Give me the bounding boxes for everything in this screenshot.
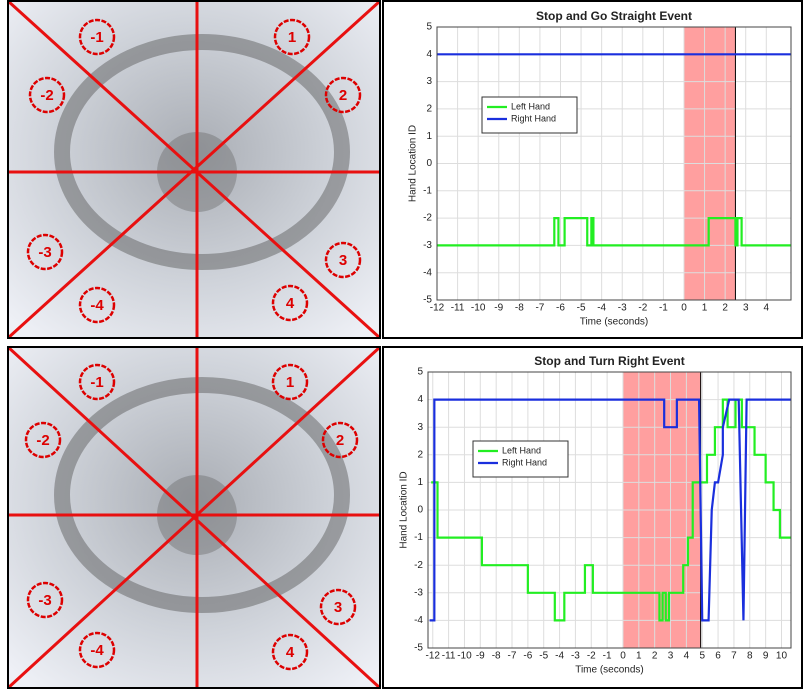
x-tick-label: -12	[430, 303, 445, 314]
x-tick-label: -12	[426, 651, 441, 662]
x-tick-label: 0	[620, 651, 626, 662]
x-tick-label: -4	[555, 651, 564, 662]
y-tick-label: 1	[426, 131, 432, 142]
x-tick-label: -1	[659, 303, 668, 314]
y-tick-label: -4	[414, 615, 423, 626]
x-tick-label: -4	[597, 303, 606, 314]
zone-label: 3	[339, 252, 347, 269]
zone-label: -1	[90, 29, 103, 46]
x-tick-label: 0	[681, 303, 687, 314]
x-tick-label: 1	[702, 303, 708, 314]
y-tick-label: -4	[423, 267, 432, 278]
zone-label: -2	[36, 432, 49, 449]
zone-label: -4	[90, 642, 104, 659]
x-tick-label: -6	[556, 303, 565, 314]
x-tick-label: -5	[539, 651, 548, 662]
x-tick-label: -10	[471, 303, 486, 314]
y-tick-label: 0	[417, 505, 423, 516]
y-tick-label: -3	[423, 240, 432, 251]
legend-label: Left Hand	[502, 445, 541, 455]
x-tick-label: -8	[492, 651, 501, 662]
x-tick-label: 4	[684, 651, 690, 662]
y-tick-label: 2	[417, 449, 423, 460]
y-tick-label: 0	[426, 158, 432, 169]
x-tick-label: -1	[603, 651, 612, 662]
x-tick-label: -9	[476, 651, 485, 662]
x-tick-label: 5	[699, 651, 705, 662]
zone-label: 1	[288, 29, 296, 46]
x-tick-label: -7	[508, 651, 517, 662]
x-tick-label: -2	[638, 303, 647, 314]
x-tick-label: 10	[776, 651, 788, 662]
x-tick-label: 3	[668, 651, 674, 662]
x-tick-label: -11	[442, 651, 456, 662]
y-tick-label: 1	[417, 477, 423, 488]
y-tick-label: -1	[423, 185, 432, 196]
x-tick-label: 2	[722, 303, 728, 314]
y-tick-label: 5	[426, 22, 432, 33]
y-tick-label: 4	[417, 394, 423, 405]
zone-label: -2	[40, 87, 53, 104]
zone-label: -3	[38, 244, 51, 261]
y-axis-label: Hand Location ID	[408, 125, 419, 202]
y-tick-label: 3	[417, 422, 423, 433]
chart-title: Stop and Go Straight Event	[536, 9, 692, 23]
x-tick-label: -3	[571, 651, 580, 662]
x-tick-label: 3	[743, 303, 749, 314]
y-tick-label: -1	[414, 532, 423, 543]
x-tick-label: -5	[577, 303, 586, 314]
zone-label: -3	[38, 592, 51, 609]
y-tick-label: -3	[414, 587, 423, 598]
x-tick-label: -7	[535, 303, 544, 314]
legend-label: Right Hand	[511, 113, 556, 123]
zone-label: 4	[286, 295, 295, 312]
x-tick-label: -11	[451, 303, 465, 314]
zone-label: 1	[286, 374, 294, 391]
y-tick-label: 2	[426, 104, 432, 115]
legend-label: Left Hand	[511, 101, 550, 111]
x-tick-label: 2	[652, 651, 658, 662]
chart-title: Stop and Turn Right Event	[534, 354, 684, 368]
y-tick-label: 3	[426, 76, 432, 87]
zone-label: 2	[336, 432, 344, 449]
x-tick-label: -2	[587, 651, 596, 662]
figure: -11-22-33-44-11-22-33-44-12-11-10-9-8-7-…	[0, 0, 804, 692]
x-tick-label: -6	[523, 651, 532, 662]
x-tick-label: 6	[715, 651, 721, 662]
y-tick-label: -2	[414, 560, 423, 571]
x-tick-label: -8	[515, 303, 524, 314]
y-tick-label: -5	[423, 295, 432, 306]
zone-label: 3	[334, 599, 342, 616]
y-axis-label: Hand Location ID	[399, 471, 410, 548]
y-tick-label: -5	[414, 643, 423, 654]
zone-label: 2	[339, 87, 347, 104]
x-tick-label: 8	[747, 651, 753, 662]
x-axis-label: Time (seconds)	[580, 317, 649, 328]
y-tick-label: 5	[417, 367, 423, 378]
x-tick-label: 9	[763, 651, 769, 662]
zone-label: 4	[286, 644, 295, 661]
x-tick-label: -9	[494, 303, 503, 314]
x-tick-label: 7	[731, 651, 737, 662]
legend-label: Right Hand	[502, 457, 547, 467]
zone-label: -4	[90, 297, 104, 314]
x-tick-label: -3	[618, 303, 627, 314]
zone-label: -1	[90, 374, 103, 391]
x-axis-label: Time (seconds)	[575, 665, 644, 676]
y-tick-label: 4	[426, 49, 432, 60]
x-tick-label: -10	[457, 651, 472, 662]
x-tick-label: 4	[764, 303, 770, 314]
x-tick-label: 1	[636, 651, 642, 662]
y-tick-label: -2	[423, 213, 432, 224]
